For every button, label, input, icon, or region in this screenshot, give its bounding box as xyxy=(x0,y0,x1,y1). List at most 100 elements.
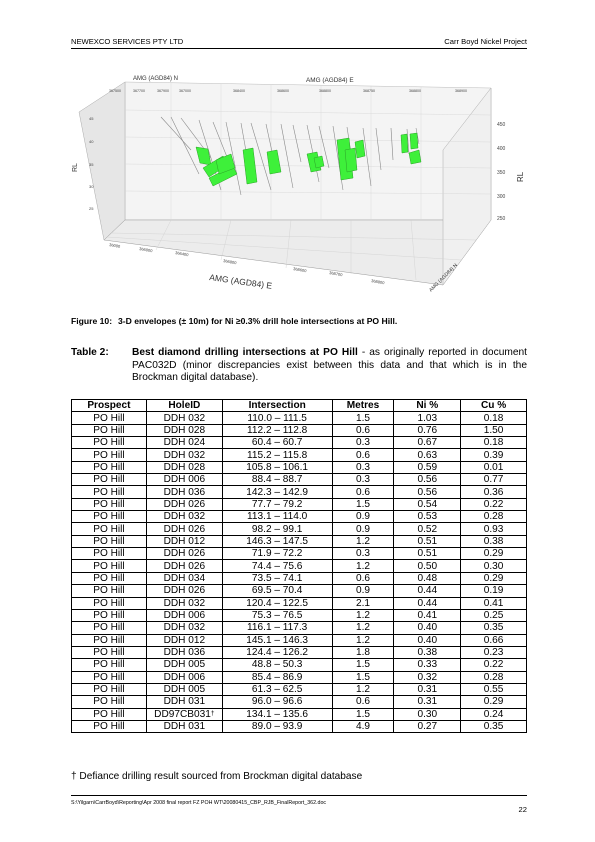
table-cell: 0.38 xyxy=(461,535,527,547)
table-cell: 0.3 xyxy=(332,437,394,449)
table-cell: 0.6 xyxy=(332,696,394,708)
bottom-tick-label: 368800 xyxy=(371,278,386,285)
table-cell: 0.35 xyxy=(461,622,527,634)
table-cell: 0.51 xyxy=(394,548,461,560)
table-cell: 69.5 – 70.4 xyxy=(222,585,332,597)
table-cell: DDH 032 xyxy=(146,449,222,461)
table-cell: 0.6 xyxy=(332,572,394,584)
table-cell: 110.0 – 111.5 xyxy=(222,412,332,424)
table-cell: 0.27 xyxy=(394,720,461,732)
table-row: PO Hill DDH 032 120.4 – 122.5 2.1 0.44 0.41 xyxy=(72,597,527,609)
table-cell: 0.18 xyxy=(461,437,527,449)
table-cell: 112.2 – 112.8 xyxy=(222,424,332,436)
table-row: PO Hill DD97CB031† 134.1 – 135.6 1.5 0.30 0.2… xyxy=(72,708,527,720)
table-cell: 4.9 xyxy=(332,720,394,732)
table-cell: 0.29 xyxy=(461,548,527,560)
table-cell: 0.23 xyxy=(461,646,527,658)
project-name: Carr Boyd Nickel Project xyxy=(444,37,527,46)
table-cell: PO Hill xyxy=(72,646,147,658)
table-body: PO Hill DDH 032 110.0 – 111.5 1.5 1.03 0.18 PO… xyxy=(72,412,527,733)
table-cell: 0.55 xyxy=(461,683,527,695)
table-cell: 98.2 – 99.1 xyxy=(222,523,332,535)
table-row: PO Hill DDH 012 145.1 – 146.3 1.2 0.40 0.66 xyxy=(72,634,527,646)
table-row: PO Hill DDH 026 98.2 – 99.1 0.9 0.52 0.93 xyxy=(72,523,527,535)
table-cell: 0.63 xyxy=(394,449,461,461)
table-cell: 0.6 xyxy=(332,424,394,436)
table-cell: 0.66 xyxy=(461,634,527,646)
right-tick-label: 350 xyxy=(497,170,506,176)
company-name: NEWEXCO SERVICES PTY LTD xyxy=(71,37,183,46)
table-row: PO Hill DDH 005 61.3 – 62.5 1.2 0.31 0.55 xyxy=(72,683,527,695)
table-cell: PO Hill xyxy=(72,683,147,695)
table-row: PO Hill DDH 036 142.3 – 142.9 0.6 0.56 0.36 xyxy=(72,486,527,498)
table-cell: DDH 006 xyxy=(146,474,222,486)
table-cell: 0.3 xyxy=(332,474,394,486)
table-cell: PO Hill xyxy=(72,424,147,436)
axis-label-top-east: AMG (AGD84) E xyxy=(306,77,354,84)
table-cell: 145.1 – 146.3 xyxy=(222,634,332,646)
bottom-tick-label: 36000 xyxy=(109,242,122,249)
table-cell: 0.38 xyxy=(394,646,461,658)
table-cell: 0.76 xyxy=(394,424,461,436)
table-cell: PO Hill xyxy=(72,486,147,498)
left-tick-label: 45 xyxy=(89,116,94,121)
table-row: PO Hill DDH 006 75.3 – 76.5 1.2 0.41 0.25 xyxy=(72,609,527,621)
table-cell: PO Hill xyxy=(72,671,147,683)
bottom-tick-label: 366400 xyxy=(175,250,190,257)
table-cell: 0.18 xyxy=(461,412,527,424)
table-cell: PO Hill xyxy=(72,708,147,720)
table-row: PO Hill DDH 026 69.5 – 70.4 0.9 0.44 0.19 xyxy=(72,585,527,597)
figure-number: Figure 10: xyxy=(71,316,118,326)
left-tick-label: 40 xyxy=(89,139,94,144)
table-cell: 89.0 – 93.9 xyxy=(222,720,332,732)
table-cell: 0.56 xyxy=(394,486,461,498)
axis-label-rl-right: RL xyxy=(516,171,525,182)
intersections-table: Prospect HoleID Intersection Metres Ni % Cu %… xyxy=(71,399,527,733)
bottom-tick-label: 368700 xyxy=(329,270,344,277)
table-row: PO Hill DDH 028 105.8 – 106.1 0.3 0.59 0.01 xyxy=(72,461,527,473)
table-row: PO Hill DDH 028 112.2 – 112.8 0.6 0.76 1.50 xyxy=(72,424,527,436)
back-panel xyxy=(125,82,491,220)
table-cell: 0.33 xyxy=(394,659,461,671)
table-cell: PO Hill xyxy=(72,511,147,523)
table-cell: 77.7 – 79.2 xyxy=(222,498,332,510)
table-caption-title: Best diamond drilling intersections at P… xyxy=(132,347,358,358)
table-cell: DDH 026 xyxy=(146,560,222,572)
axis-label-rl-left: RL xyxy=(72,163,79,172)
table-cell: 0.28 xyxy=(461,511,527,523)
table-cell: DDH 024 xyxy=(146,437,222,449)
table-cell: DDH 028 xyxy=(146,461,222,473)
dagger-marker: † xyxy=(211,710,215,717)
figure-3d-envelopes: AMG (AGD84) N AMG (AGD84) E AMG (AGD84) … xyxy=(71,70,527,300)
table-cell: PO Hill xyxy=(72,437,147,449)
top-tick-label: 368750 xyxy=(363,89,375,93)
table-row: PO Hill DDH 005 48.8 – 50.3 1.5 0.33 0.22 xyxy=(72,659,527,671)
table-cell: 73.5 – 74.1 xyxy=(222,572,332,584)
table-cell: 1.2 xyxy=(332,560,394,572)
table-cell: PO Hill xyxy=(72,597,147,609)
table-cell: 1.2 xyxy=(332,622,394,634)
table-cell: DDH 026 xyxy=(146,523,222,535)
table-cell: 0.67 xyxy=(394,437,461,449)
table-cell: DDH 012 xyxy=(146,634,222,646)
bottom-tick-label: 366800 xyxy=(223,258,238,265)
table-row: PO Hill DDH 031 96.0 – 96.6 0.6 0.31 0.29 xyxy=(72,696,527,708)
table-cell: DDH 006 xyxy=(146,609,222,621)
top-tick-label: 368900 xyxy=(455,89,467,93)
table-cell: 113.1 – 114.0 xyxy=(222,511,332,523)
top-tick-label: 368400 xyxy=(233,89,245,93)
table-cell: PO Hill xyxy=(72,659,147,671)
table-cell: 60.4 – 60.7 xyxy=(222,437,332,449)
table-cell: 0.22 xyxy=(461,498,527,510)
left-tick-label: 35 xyxy=(89,162,94,167)
table-cell: 0.40 xyxy=(394,622,461,634)
table-row: PO Hill DDH 012 146.3 – 147.5 1.2 0.51 0.38 xyxy=(72,535,527,547)
top-tick-labels: 367500 367700 367900 367000 368400 368600 3688… xyxy=(109,89,467,93)
table-caption: Table 2: Best diamond drilling intersect… xyxy=(71,347,527,385)
table-row: PO Hill DDH 032 115.2 – 115.8 0.6 0.63 0.39 xyxy=(72,449,527,461)
table-cell: 0.31 xyxy=(394,696,461,708)
table-cell: 0.35 xyxy=(461,720,527,732)
top-tick-label: 368600 xyxy=(277,89,289,93)
left-tick-label: 30 xyxy=(89,184,94,189)
table-cell: 0.44 xyxy=(394,585,461,597)
